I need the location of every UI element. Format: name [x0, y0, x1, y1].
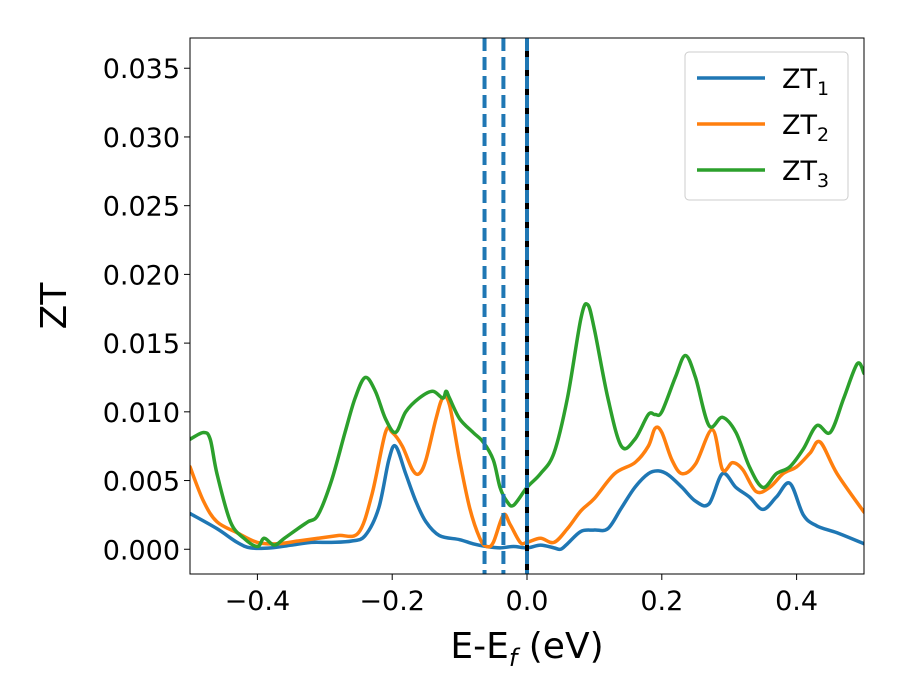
reference-lines [482, 38, 529, 574]
legend-entries: ZT1 ZT2 ZT3 [697, 64, 829, 192]
x-axis-label: E-Ef (eV) [450, 626, 603, 672]
y-tick-label: 0.025 [103, 192, 180, 223]
y-tick-label: 0.000 [103, 535, 180, 566]
y-tick-label: 0.030 [103, 123, 180, 154]
x-tick-label: 0.0 [506, 586, 549, 617]
x-axis-ticks: −0.4 −0.2 0.0 0.2 0.4 [225, 574, 818, 617]
y-tick-label: 0.010 [103, 398, 180, 429]
series-line-zt2 [190, 394, 864, 549]
x-tick-label: 0.4 [775, 586, 818, 617]
series-line-zt1 [190, 443, 864, 552]
y-axis-label: ZT [34, 282, 75, 330]
legend-box [684, 51, 849, 201]
x-tick-label: −0.4 [225, 586, 291, 617]
x-tick-label: −0.2 [359, 586, 425, 617]
x-axis-label-main: E-E [450, 626, 508, 667]
legend-label-zt2: ZT2 [782, 110, 829, 146]
y-tick-label: 0.035 [103, 54, 180, 85]
y-tick-label: 0.015 [103, 329, 180, 360]
legend-label-zt3: ZT3 [782, 156, 829, 192]
y-tick-label: 0.005 [103, 467, 180, 498]
x-tick-label: 0.2 [640, 586, 683, 617]
legend-label-zt1: ZT1 [782, 64, 829, 100]
y-tick-label: 0.020 [103, 260, 180, 291]
legend: ZT1 ZT2 ZT3 [684, 51, 849, 201]
y-axis-ticks: 0.000 0.005 0.010 0.015 0.020 0.025 0.030 0.035 [103, 54, 190, 566]
x-axis-label-unit: (eV) [517, 626, 603, 667]
